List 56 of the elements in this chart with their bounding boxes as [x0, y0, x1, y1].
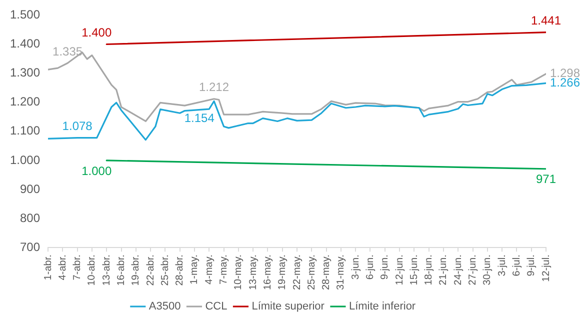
x-tick-label: 25-may.: [306, 254, 318, 290]
annotation: 1.154: [184, 110, 215, 125]
legend-label: Límite inferior: [348, 300, 416, 313]
legend-label: CCL: [205, 300, 228, 313]
x-tick-label: 6-jul.: [511, 254, 522, 276]
x-tick-label: 18-jun.: [424, 254, 435, 286]
x-tick-label: 22-abr.: [145, 254, 156, 286]
x-tick-label: 9-jun.: [380, 254, 391, 280]
y-tick-label: 1.200: [10, 94, 40, 109]
data-label: 971: [536, 172, 556, 186]
data-label: 1.441: [530, 14, 562, 28]
x-tick-label: 22-may.: [292, 254, 303, 290]
x-tick-label: 4-abr.: [57, 254, 68, 280]
y-tick-label: 1.300: [10, 66, 40, 80]
y-tick-label: 800: [20, 210, 40, 225]
x-tick-label: 13-abr.: [101, 254, 112, 286]
x-tick-label: 10-may.: [233, 254, 244, 290]
x-tick-label: 6-jun.: [364, 254, 376, 280]
x-tick-label: 19-abr.: [130, 254, 142, 286]
x-tick-label: 1-abr.: [42, 254, 54, 280]
y-tick-label: 1.400: [10, 36, 40, 51]
x-tick-label: 28-may.: [321, 254, 332, 290]
legend-label: A3500: [148, 300, 181, 313]
x-tick-label: 7-may.: [218, 254, 230, 284]
y-tick-label: 1.000: [10, 152, 40, 167]
x-tick-label: 3-jul.: [496, 254, 508, 276]
x-tick-label: 1-may.: [189, 254, 200, 284]
x-tick-label: 3-jun.: [350, 254, 362, 280]
x-tick-label: 19-may.: [277, 254, 288, 290]
data-label: 1.078: [62, 119, 93, 134]
x-tick-label: 27-jun.: [468, 254, 479, 286]
data-label: 1.335: [52, 44, 83, 58]
data-label: 1.212: [199, 80, 230, 94]
y-tick-label: 1.500: [10, 8, 40, 22]
x-tick-label: 13-may.: [248, 254, 259, 290]
x-tick-label: 10-abr.: [86, 254, 98, 286]
x-tick-label: 7-abr.: [72, 254, 84, 280]
x-tick-label: 16-may.: [262, 254, 274, 290]
x-tick-label: 12-jul.: [540, 254, 552, 282]
x-tick-label: 12-jun.: [394, 254, 406, 286]
data-label: 1.400: [82, 26, 112, 40]
x-tick-label: 21-jun.: [438, 254, 450, 286]
legend-label: Límite superior: [252, 300, 325, 313]
data-label: 1.000: [82, 164, 112, 178]
y-tick-label: 700: [20, 240, 40, 254]
x-tick-label: 30-jun.: [482, 254, 494, 286]
x-tick-label: 31-may.: [336, 254, 347, 290]
x-tick-label: 25-abr.: [160, 254, 171, 286]
x-tick-label: 16-abr.: [116, 254, 128, 286]
y-tick-label: 1.100: [10, 124, 40, 138]
x-tick-label: 4-may.: [204, 254, 215, 284]
x-tick-label: 9-jul.: [526, 254, 538, 276]
y-tick-label: 900: [20, 182, 40, 196]
x-tick-label: 24-jun.: [452, 254, 464, 286]
x-tick-label: 28-abr.: [174, 254, 186, 286]
x-tick-label: 15-jun.: [408, 254, 420, 286]
